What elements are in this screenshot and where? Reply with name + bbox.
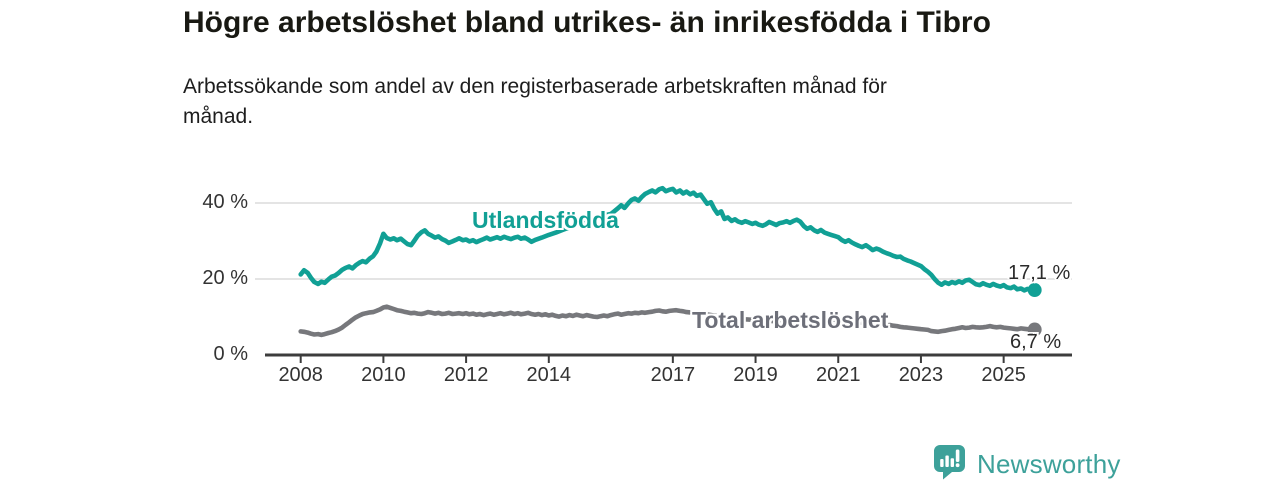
y-tick-label-0: 0 % bbox=[213, 343, 248, 365]
y-tick-label-40: 40 % bbox=[202, 191, 248, 213]
series-line-utlandsfodda bbox=[298, 185, 1037, 294]
chart-subtitle-line2: månad. bbox=[183, 105, 254, 128]
chart-subtitle-line1: Arbetssökande som andel av den registerb… bbox=[183, 75, 887, 98]
x-tick-label-2012: 2012 bbox=[443, 364, 489, 386]
newsworthy-branding: Newsworthy bbox=[933, 444, 1121, 485]
x-tick-label-2014: 2014 bbox=[526, 364, 572, 386]
y-tick-label-20: 20 % bbox=[202, 267, 248, 289]
x-tick-label-2010: 2010 bbox=[361, 364, 406, 386]
end-value-label-total: 6,7 % bbox=[1010, 331, 1062, 353]
x-tick-label-2019: 2019 bbox=[733, 364, 778, 386]
x-tick-label-2021: 2021 bbox=[816, 364, 861, 386]
newsworthy-logo-icon bbox=[933, 444, 966, 485]
series-end-dot-utlandsfodda bbox=[1027, 283, 1042, 298]
chart-subtitle: Arbetssökande som andel av den registerb… bbox=[183, 72, 887, 132]
end-value-label-utlandsfodda: 17,1 % bbox=[1008, 262, 1071, 284]
newsworthy-logo-text: Newsworthy bbox=[977, 449, 1121, 479]
series-line-total bbox=[298, 304, 1037, 338]
series-end-dot-total bbox=[1027, 322, 1042, 337]
x-tick-label-2017: 2017 bbox=[650, 364, 696, 386]
series-label-total-arbetsloshet: Total arbetslöshet bbox=[692, 307, 889, 333]
x-tick-label-2025: 2025 bbox=[981, 364, 1026, 386]
x-tick-label-2023: 2023 bbox=[898, 364, 944, 386]
page-title: Högre arbetslöshet bland utrikes- än inr… bbox=[183, 6, 991, 39]
series-label-utlandsfodda: Utlandsfödda bbox=[472, 207, 619, 233]
x-tick-label-2008: 2008 bbox=[278, 364, 323, 386]
